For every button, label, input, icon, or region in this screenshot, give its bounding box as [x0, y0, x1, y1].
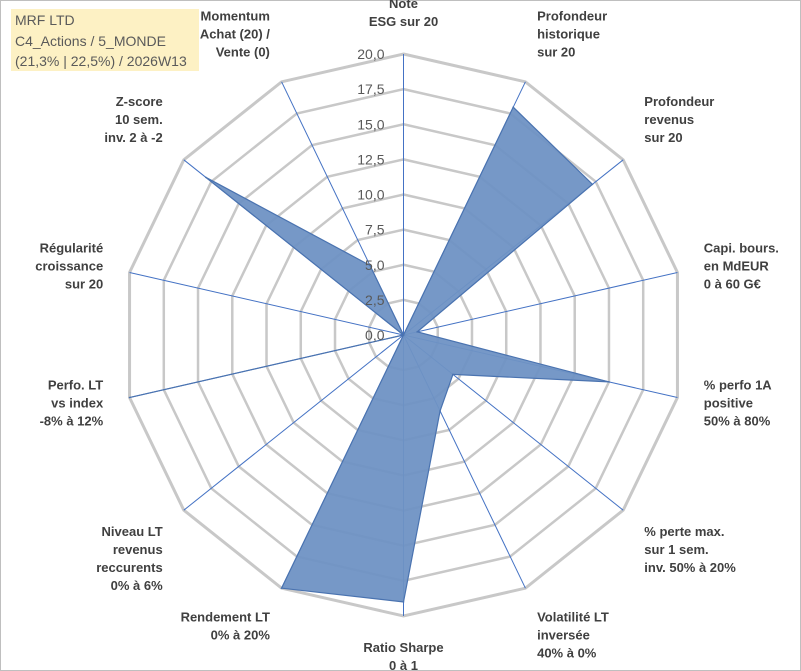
data-point — [204, 176, 207, 179]
category-label-line: Perfo. LT — [48, 378, 103, 393]
category-label-line: Note — [389, 0, 418, 11]
category-label-line: Rendement LT — [181, 610, 270, 625]
category-label-line: inversée — [537, 628, 590, 643]
title-stats: (21,3% | 22,5%) / 2026W13 — [15, 53, 187, 69]
data-point — [416, 331, 419, 333]
category-label: Ratio Sharpe 0 à 1 — [363, 640, 443, 671]
category-label-line: Niveau LT — [102, 524, 163, 539]
category-label-line: Profondeur — [644, 94, 714, 109]
title-company: MRF LTD — [15, 12, 75, 28]
category-label-line: Achat (20) / — [200, 27, 270, 42]
category-label-line: Régularité — [40, 241, 104, 256]
data-point — [402, 601, 405, 603]
category-label: Volatilité LT inversée 40% à 0% — [537, 610, 609, 661]
category-label-line: Capi. bours. — [704, 241, 779, 256]
radar-spoke — [183, 334, 404, 511]
category-label-line: Vente (0) — [216, 45, 270, 60]
category-label-line: revenus — [644, 112, 694, 127]
tick-label: 15,0 — [357, 116, 384, 132]
category-label-line: % perfo 1A — [704, 378, 773, 393]
category-label-line: historique — [537, 27, 600, 42]
category-label: Z-score 10 sem. inv. 2 à -2 — [104, 94, 162, 145]
chart-title-box: MRF LTD C4_Actions / 5_MONDE (21,3% | 22… — [11, 9, 199, 71]
data-point — [128, 396, 131, 399]
data-point — [512, 106, 515, 108]
category-label-line: revenus — [113, 542, 163, 557]
category-label: Perfo. LT vs index -8% à 12% — [40, 378, 104, 429]
category-label-line: Profondeur — [537, 9, 607, 24]
data-point — [452, 373, 454, 376]
category-label-line: 0 à 1 — [389, 658, 418, 671]
radial-axis-ticks: 0,0 2,5 5,0 7,5 10,0 12,5 15,0 17,5 20,0 — [357, 46, 384, 343]
tick-label: 2,5 — [365, 292, 385, 308]
tick-label: 12,5 — [357, 151, 384, 167]
tick-label: 10,0 — [357, 187, 384, 203]
tick-label: 20,0 — [357, 46, 384, 62]
category-label-line: sur 20 — [65, 277, 103, 292]
category-label-line: 0 à 60 G€ — [704, 277, 761, 292]
data-point — [280, 587, 283, 589]
category-label-line: reccurents — [96, 560, 162, 575]
category-label-line: Momentum — [201, 9, 270, 24]
title-category: C4_Actions / 5_MONDE — [15, 32, 166, 49]
category-label: Momentum Achat (20) / Vente (0) — [200, 9, 270, 60]
category-label: Note ESG sur 20 — [369, 0, 438, 29]
category-label: Rendement LT 0% à 20% — [181, 610, 271, 643]
category-label-line: Z-score — [116, 94, 163, 109]
category-label: % perfo 1A positive 50% à 80% — [704, 378, 773, 429]
category-label: % perte max. sur 1 sem. inv. 50% à 20% — [644, 524, 736, 575]
category-label-line: vs index — [51, 396, 104, 411]
category-label-line: 50% à 80% — [704, 414, 771, 429]
category-label-line: sur 20 — [644, 130, 682, 145]
category-label-line: % perte max. — [644, 524, 724, 539]
category-label-line: sur 1 sem. — [644, 542, 708, 557]
category-label-line: 10 sem. — [115, 112, 163, 127]
data-point — [608, 381, 610, 383]
data-point — [591, 183, 594, 186]
category-label-line: 0% à 6% — [111, 578, 163, 593]
tick-label: 17,5 — [357, 81, 384, 97]
radar-spoke — [403, 271, 678, 336]
category-label-line: Ratio Sharpe — [363, 640, 443, 655]
radar-spoke — [129, 271, 404, 336]
series-area — [129, 106, 610, 603]
data-point — [439, 410, 441, 412]
category-label: Capi. bours. en MdEUR 0 à 60 G€ — [704, 241, 779, 292]
category-label-line: positive — [704, 396, 753, 411]
category-label-line: -8% à 12% — [40, 414, 104, 429]
category-label-line: 40% à 0% — [537, 646, 597, 661]
radar-series — [128, 106, 610, 603]
tick-label: 5,0 — [365, 257, 385, 273]
data-point — [402, 334, 405, 336]
category-label: Niveau LT revenus reccurents 0% à 6% — [96, 524, 163, 593]
category-label-line: croissance — [35, 259, 103, 274]
category-label-line: Volatilité LT — [537, 610, 609, 625]
category-label-line: inv. 50% à 20% — [644, 560, 736, 575]
category-label-line: en MdEUR — [704, 259, 770, 274]
category-label-line: inv. 2 à -2 — [104, 130, 162, 145]
category-label: Régularité croissance sur 20 — [35, 241, 103, 292]
category-label: Profondeur revenus sur 20 — [644, 94, 714, 145]
category-label-line: ESG sur 20 — [369, 14, 438, 29]
data-point — [369, 264, 371, 267]
category-label: Profondeur historique sur 20 — [537, 9, 607, 60]
tick-label: 0,0 — [365, 327, 385, 343]
category-labels: Note ESG sur 20 Profondeur historique sur 20… — [35, 0, 779, 671]
category-label-line: 0% à 20% — [211, 628, 271, 643]
tick-label: 7,5 — [365, 222, 385, 238]
category-label-line: sur 20 — [537, 45, 575, 60]
